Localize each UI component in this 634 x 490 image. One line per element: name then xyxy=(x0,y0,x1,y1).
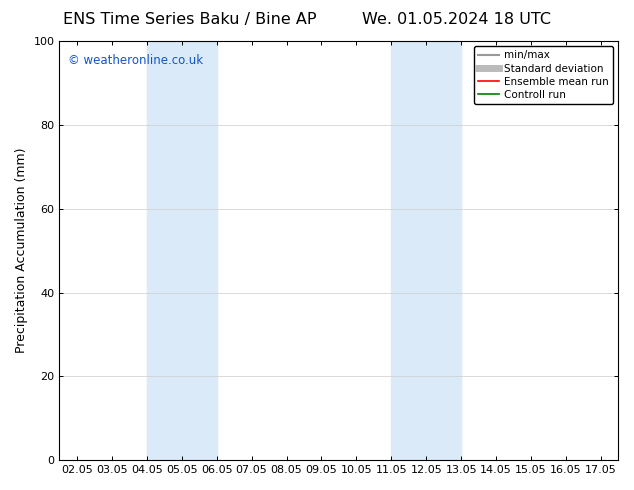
Bar xyxy=(391,41,462,460)
Text: © weatheronline.co.uk: © weatheronline.co.uk xyxy=(68,53,203,67)
Text: ENS Time Series Baku / Bine AP: ENS Time Series Baku / Bine AP xyxy=(63,12,317,27)
Text: We. 01.05.2024 18 UTC: We. 01.05.2024 18 UTC xyxy=(362,12,551,27)
Y-axis label: Precipitation Accumulation (mm): Precipitation Accumulation (mm) xyxy=(15,148,28,353)
Legend: min/max, Standard deviation, Ensemble mean run, Controll run: min/max, Standard deviation, Ensemble me… xyxy=(474,46,613,104)
Bar xyxy=(146,41,217,460)
